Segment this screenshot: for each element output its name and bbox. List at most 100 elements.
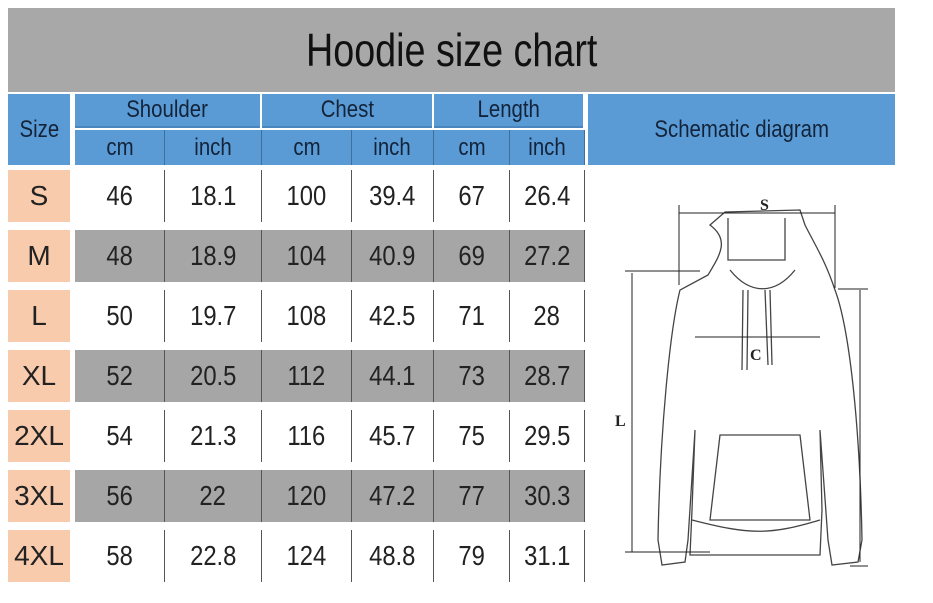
cell-value: 124 [286, 540, 327, 571]
hoodie-schematic-diagram: S C L [615, 197, 868, 567]
table-cell: 48.8 [352, 530, 434, 582]
size-text: M [27, 240, 51, 271]
table-cell: 58 [75, 530, 165, 582]
cell-value: 46 [106, 180, 133, 211]
table-cell: 22.8 [165, 530, 262, 582]
cell-value: 19.7 [189, 300, 237, 331]
table-cell: 18.1 [165, 170, 262, 222]
header-unit-text: cm [457, 133, 486, 161]
cell-value: 26.4 [523, 180, 571, 211]
cell-value: 40.9 [369, 240, 416, 271]
cell-value: 120 [286, 480, 327, 511]
hoodie-outline [657, 209, 863, 566]
header-unit: cm [262, 130, 352, 165]
cell-value: 39.4 [369, 180, 416, 211]
table-cell: 116 [262, 410, 352, 462]
cell-value: 71 [458, 300, 485, 331]
cell-value: 52 [106, 360, 133, 391]
cell-value: 58 [106, 540, 133, 571]
table-cell: 50 [75, 290, 165, 342]
cell-value: 116 [287, 420, 326, 451]
table-cell: 30.3 [510, 470, 585, 522]
table-cell: 67 [434, 170, 510, 222]
cell-value: 79 [458, 540, 485, 571]
cell-value: 31.1 [523, 540, 571, 571]
header-group-shoulder: Shoulder [75, 94, 260, 128]
table-cell: 77 [434, 470, 510, 522]
table-cell: 79 [434, 530, 510, 582]
table-cell: 108 [262, 290, 352, 342]
header-unit: cm [434, 130, 510, 165]
cell-value: 104 [286, 240, 327, 271]
table-cell: 100 [262, 170, 352, 222]
size-cell: 2XL [8, 410, 70, 462]
table-cell: 42.5 [352, 290, 434, 342]
header-unit-text: cm [292, 133, 321, 161]
cell-value: 112 [287, 360, 326, 391]
header-size: Size [8, 94, 70, 165]
table-cell: 120 [262, 470, 352, 522]
cell-value: 21.3 [189, 420, 237, 451]
chart-title-text: Hoodie size chart [305, 24, 598, 76]
table-cell: 18.9 [165, 230, 262, 282]
table-cell: 27.2 [510, 230, 585, 282]
size-cell: S [8, 170, 70, 222]
table-cell: 40.9 [352, 230, 434, 282]
header-unit-text: cm [105, 133, 134, 161]
size-cell: L [8, 290, 70, 342]
label-s: S [760, 197, 769, 214]
cell-value: 67 [458, 180, 485, 211]
chart-title: Hoodie size chart [8, 8, 895, 92]
cell-value: 56 [106, 480, 133, 511]
header-diagram-text: Schematic diagram [654, 115, 829, 143]
table-cell: 47.2 [352, 470, 434, 522]
header-group-text: Shoulder [126, 96, 209, 123]
header-unit: inch [165, 130, 262, 165]
size-text: 3XL [14, 480, 64, 511]
measure-lines [625, 205, 868, 567]
header-unit: inch [510, 130, 585, 165]
header-group-text: Length [477, 96, 540, 123]
table-cell: 75 [434, 410, 510, 462]
table-cell: 46 [75, 170, 165, 222]
header-unit-text: inch [528, 133, 566, 161]
table-cell: 124 [262, 530, 352, 582]
size-cell: XL [8, 350, 70, 402]
size-cell: M [8, 230, 70, 282]
table-cell: 71 [434, 290, 510, 342]
table-cell: 69 [434, 230, 510, 282]
table-cell: 48 [75, 230, 165, 282]
size-text: 4XL [14, 540, 64, 571]
table-cell: 28.7 [510, 350, 585, 402]
header-size-text: Size [19, 115, 59, 143]
cell-value: 108 [286, 300, 327, 331]
table-cell: 54 [75, 410, 165, 462]
header-unit: inch [352, 130, 434, 165]
header-unit-text: inch [373, 133, 412, 161]
cell-value: 77 [458, 480, 485, 511]
table-cell: 56 [75, 470, 165, 522]
table-cell: 19.7 [165, 290, 262, 342]
size-cell: 3XL [8, 470, 70, 522]
table-cell: 31.1 [510, 530, 585, 582]
table-cell: 20.5 [165, 350, 262, 402]
cell-value: 28 [533, 300, 561, 331]
table-cell: 104 [262, 230, 352, 282]
cell-value: 48 [106, 240, 133, 271]
size-cell: 4XL [8, 530, 70, 582]
table-cell: 28 [510, 290, 585, 342]
cell-value: 28.7 [523, 360, 571, 391]
cell-value: 47.2 [369, 480, 416, 511]
table-cell: 22 [165, 470, 262, 522]
cell-value: 44.1 [369, 360, 416, 391]
label-l: L [615, 413, 626, 430]
table-cell: 45.7 [352, 410, 434, 462]
cell-value: 50 [106, 300, 133, 331]
header-group-chest: Chest [262, 94, 432, 128]
cell-value: 75 [458, 420, 485, 451]
table-cell: 39.4 [352, 170, 434, 222]
table-cell: 29.5 [510, 410, 585, 462]
header-unit-text: inch [194, 133, 232, 161]
table-cell: 44.1 [352, 350, 434, 402]
